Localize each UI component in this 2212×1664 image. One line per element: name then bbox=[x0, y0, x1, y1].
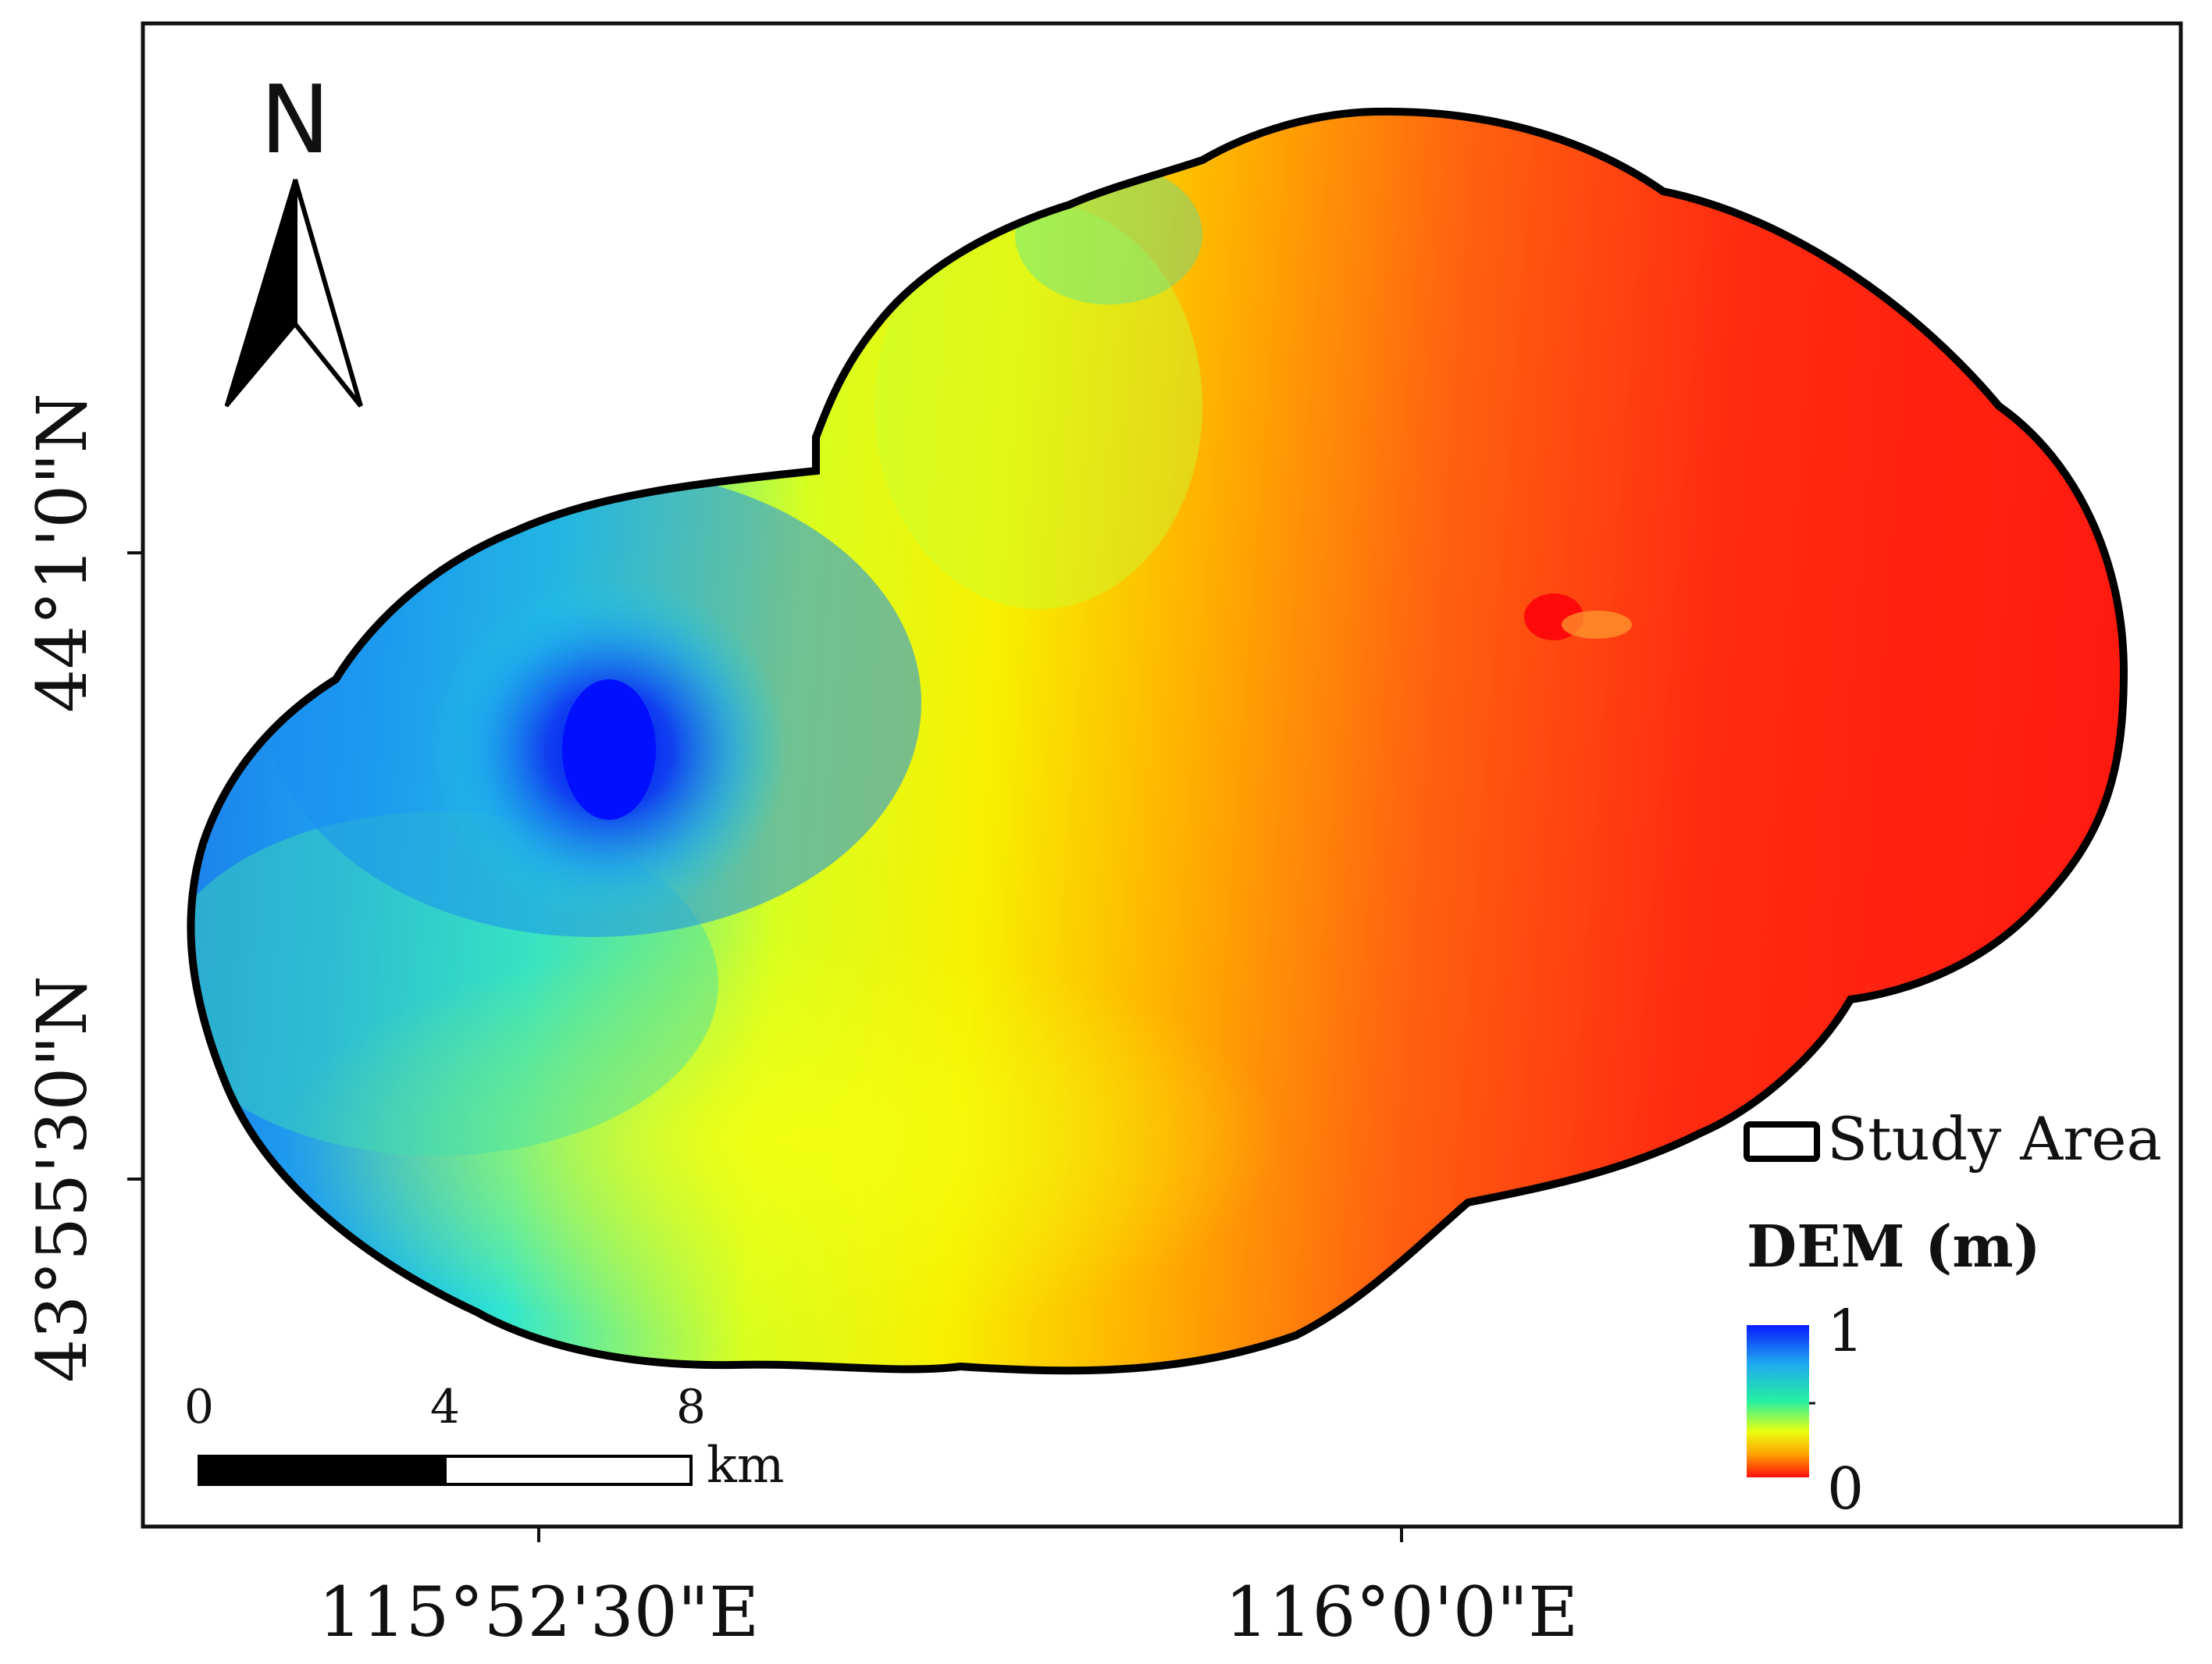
north-arrow-icon: N bbox=[224, 66, 363, 408]
dem-color-ramp bbox=[1747, 1325, 1809, 1477]
scale-tick-4: 4 bbox=[430, 1380, 460, 1434]
lon-label-1: 115°52'30"E bbox=[319, 1572, 760, 1652]
lon-label-2: 116°0'0"E bbox=[1225, 1572, 1579, 1652]
dem-max-label: 1 bbox=[1827, 1298, 1864, 1365]
scale-bar: 0 4 8 km bbox=[184, 1380, 785, 1495]
scale-tick-8: 8 bbox=[676, 1380, 706, 1434]
scale-unit: km bbox=[707, 1437, 784, 1495]
dem-title: DEM (m) bbox=[1747, 1213, 2041, 1281]
lat-label-2: 43°55'30"N bbox=[22, 975, 102, 1383]
study-area-label: Study Area bbox=[1827, 1104, 2162, 1174]
north-label: N bbox=[260, 66, 330, 175]
study-area-swatch-icon bbox=[1744, 1121, 1820, 1162]
legend: Study Area DEM (m) 1 0 bbox=[1744, 1104, 2162, 1523]
lat-label-1: 44°1'0"N bbox=[22, 393, 102, 713]
dem-min-label: 0 bbox=[1827, 1456, 1864, 1523]
scale-tick-0: 0 bbox=[184, 1380, 214, 1434]
